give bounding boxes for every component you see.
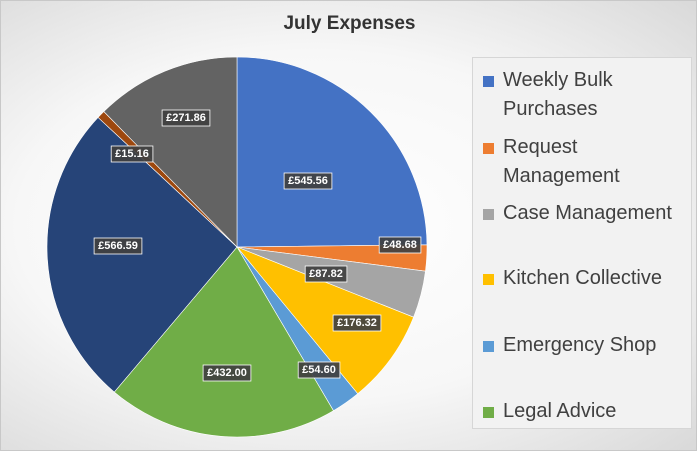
pie-slice bbox=[113, 246, 334, 438]
data-label: £48.68 bbox=[378, 236, 422, 254]
legend-swatch bbox=[483, 76, 494, 87]
pie-slice bbox=[103, 56, 238, 248]
data-label-text: £545.56 bbox=[288, 175, 328, 187]
data-label: £176.32 bbox=[332, 314, 382, 332]
data-label: £432.00 bbox=[202, 364, 252, 382]
legend-label: Request Management bbox=[503, 136, 620, 187]
data-label-text: £566.59 bbox=[98, 240, 138, 252]
data-label-box bbox=[332, 314, 382, 332]
legend-item-request-management: Request Management bbox=[483, 133, 688, 191]
data-label: £87.82 bbox=[304, 265, 348, 283]
legend-label: Kitchen Collective bbox=[503, 267, 662, 289]
data-label-box bbox=[283, 172, 333, 190]
legend-swatch bbox=[483, 209, 494, 220]
data-label-text: £176.32 bbox=[337, 317, 377, 329]
data-label-box bbox=[110, 145, 154, 163]
chart-title: July Expenses bbox=[283, 13, 416, 34]
data-label-text: £15.16 bbox=[115, 148, 149, 160]
legend-swatch bbox=[483, 143, 494, 154]
legend-swatch bbox=[483, 341, 494, 352]
data-label: £15.16 bbox=[110, 145, 154, 163]
data-label: £545.56 bbox=[283, 172, 333, 190]
data-label-text: £48.68 bbox=[383, 239, 417, 251]
pie-slice bbox=[236, 56, 428, 248]
pie-slice bbox=[46, 116, 238, 393]
data-label: £566.59 bbox=[93, 237, 143, 255]
legend-item-legal-advice: Legal Advice bbox=[483, 397, 688, 426]
pie-slice bbox=[236, 246, 414, 395]
legend-label: Case Management bbox=[503, 202, 672, 224]
legend-label: Emergency Shop bbox=[503, 334, 657, 356]
data-label-box bbox=[93, 237, 143, 255]
data-label-text: £271.86 bbox=[166, 112, 206, 124]
legend-item-kitchen-collective: Kitchen Collective bbox=[483, 264, 688, 293]
data-label: £54.60 bbox=[297, 361, 341, 379]
legend-swatch bbox=[483, 407, 494, 418]
legend-label: Weekly Bulk Purchases bbox=[503, 69, 613, 120]
data-label-box bbox=[378, 236, 422, 254]
legend: Weekly Bulk Purchases Request Management… bbox=[472, 57, 692, 429]
legend-item-weekly-bulk-purchases: Weekly Bulk Purchases bbox=[483, 66, 688, 124]
legend-label: Legal Advice bbox=[503, 400, 617, 422]
data-label-text: £432.00 bbox=[207, 367, 247, 379]
data-label-box bbox=[161, 109, 211, 127]
data-label-box bbox=[304, 265, 348, 283]
data-label-box bbox=[297, 361, 341, 379]
data-label-text: £54.60 bbox=[302, 364, 336, 376]
data-label-box bbox=[202, 364, 252, 382]
legend-swatch bbox=[483, 274, 494, 285]
data-label: £271.86 bbox=[161, 109, 211, 127]
legend-item-emergency-shop: Emergency Shop bbox=[483, 331, 688, 360]
legend-item-case-management: Case Management bbox=[483, 199, 688, 228]
data-label-text: £87.82 bbox=[309, 268, 343, 280]
